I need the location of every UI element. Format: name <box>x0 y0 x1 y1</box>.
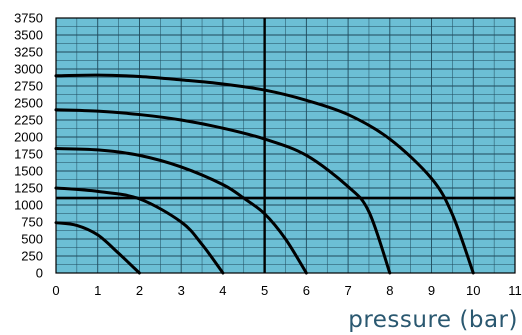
y-tick-label: 2000 <box>14 130 43 145</box>
y-tick-label: 3250 <box>14 45 43 60</box>
series-line-2 <box>54 186 225 275</box>
series-group <box>54 73 475 275</box>
series-line-5 <box>54 73 475 275</box>
y-tick-label: 3000 <box>14 62 43 77</box>
y-tick-label: 1500 <box>14 164 43 179</box>
x-tick-label: 5 <box>261 283 268 298</box>
series-line-4 <box>54 108 392 275</box>
y-tick-label: 250 <box>21 249 43 264</box>
y-tick-label: 2750 <box>14 79 43 94</box>
y-tick-label: 0 <box>36 266 43 281</box>
x-tick-label: 0 <box>52 283 59 298</box>
x-tick-label: 2 <box>136 283 143 298</box>
x-axis: 0 1 2 3 4 5 6 7 8 9 10 11 <box>52 283 521 298</box>
x-tick-label: 7 <box>344 283 351 298</box>
x-tick-label: 10 <box>466 283 480 298</box>
y-axis: 0 250 500 750 1000 1250 1500 1750 2000 2250 2500 27… <box>14 11 43 281</box>
y-tick-label: 2500 <box>14 96 43 111</box>
y-tick-label: 1250 <box>14 181 43 196</box>
x-tick-label: 9 <box>428 283 435 298</box>
y-tick-label: 3750 <box>14 11 43 26</box>
x-tick-label: 6 <box>303 283 310 298</box>
x-tick-label: 3 <box>178 283 185 298</box>
reference-lines <box>56 18 515 273</box>
x-tick-label: 1 <box>94 283 101 298</box>
y-tick-label: 500 <box>21 232 43 247</box>
y-tick-label: 750 <box>21 215 43 230</box>
x-tick-label: 4 <box>219 283 226 298</box>
y-tick-label: 1000 <box>14 198 43 213</box>
x-axis-label: pressure (bar) <box>348 307 518 333</box>
y-tick-label: 1750 <box>14 147 43 162</box>
series-line-3 <box>54 147 308 275</box>
y-tick-label: 3500 <box>14 28 43 43</box>
plot-frame <box>55 17 516 274</box>
series-line-1 <box>54 221 141 275</box>
x-tick-label: 8 <box>386 283 393 298</box>
y-tick-label: 2250 <box>14 113 43 128</box>
x-tick-label: 11 <box>508 283 522 298</box>
